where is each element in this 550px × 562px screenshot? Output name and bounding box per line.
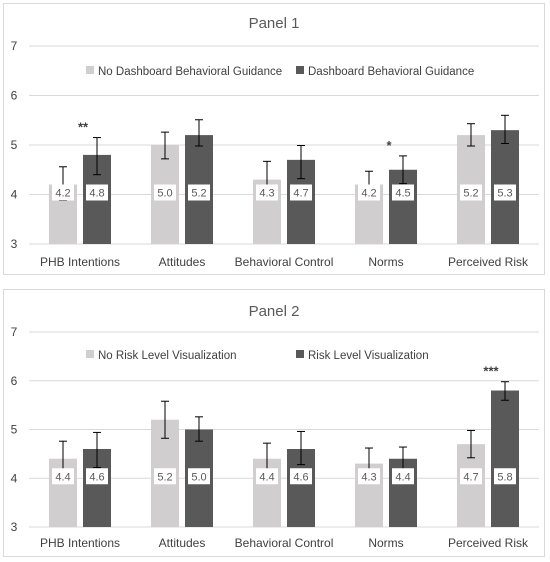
category-label: Norms (368, 536, 403, 550)
data-label: 4.3 (259, 188, 274, 200)
category-label: Attitudes (159, 536, 206, 550)
significance-marker: *** (483, 364, 499, 379)
data-label-box (256, 468, 278, 485)
data-label-box (494, 184, 516, 201)
category-label: PHB Intentions (40, 536, 120, 550)
legend-swatch (86, 66, 94, 74)
category-label: PHB Intentions (40, 255, 120, 269)
data-label-box (392, 468, 414, 485)
chart-panel-1: Panel 1 3 4 5 6 7 No Dashboard Behavioral Guid… (3, 3, 545, 275)
category-label: Perceived Risk (448, 536, 529, 550)
bar (491, 390, 519, 527)
category-label: Perceived Risk (448, 255, 529, 269)
y-tick-label: 3 (11, 237, 18, 251)
y-tick-label: 4 (11, 471, 18, 485)
data-label: 4.4 (259, 471, 274, 483)
data-label-box (256, 184, 278, 201)
data-label: 4.6 (89, 471, 104, 483)
category-label: Attitudes (159, 255, 206, 269)
data-label: 4.2 (55, 188, 70, 200)
data-label-box (52, 184, 74, 201)
data-label-box (188, 468, 210, 485)
data-label: 5.0 (157, 188, 172, 200)
data-label-box (188, 184, 210, 201)
data-label: 4.7 (463, 471, 478, 483)
data-label: 5.2 (157, 471, 172, 483)
data-label: 5.2 (463, 188, 478, 200)
data-label-box (460, 468, 482, 485)
y-tick-label: 5 (11, 138, 18, 152)
legend-swatch (86, 350, 94, 358)
chart-1: Panel 1 3 4 5 6 7 No Dashboard Behavioral Guid… (11, 15, 539, 269)
category-label: Behavioral Control (235, 255, 334, 269)
legend-label: No Dashboard Behavioral Guidance (98, 66, 282, 78)
chart-panel-2: Panel 2 3 4 5 6 7 No Risk Level Visualization R… (3, 289, 545, 557)
chart-title: Panel 1 (249, 15, 300, 32)
data-label: 4.5 (395, 188, 410, 200)
y-tick-label: 3 (11, 520, 18, 534)
data-label: 5.3 (497, 188, 512, 200)
data-label-box (358, 468, 380, 485)
significance-marker: ** (78, 120, 89, 135)
significance-marker: * (386, 138, 392, 153)
data-label: 4.3 (361, 471, 376, 483)
data-label-box (358, 184, 380, 201)
chart-2: Panel 2 3 4 5 6 7 No Risk Level Visualization R… (11, 303, 539, 550)
data-label-box (86, 468, 108, 485)
data-label-box (52, 468, 74, 485)
data-label-box (460, 184, 482, 201)
legend-label: Dashboard Behavioral Guidance (308, 66, 474, 78)
y-tick-label: 5 (11, 423, 18, 437)
data-label: 5.0 (191, 471, 206, 483)
data-label: 4.4 (395, 471, 410, 483)
data-label-box (290, 468, 312, 485)
data-label-box (290, 184, 312, 201)
chart-title: Panel 2 (249, 303, 300, 320)
data-label: 4.4 (55, 471, 70, 483)
data-label: 4.8 (89, 188, 104, 200)
legend-label: Risk Level Visualization (308, 350, 429, 362)
data-label-box (86, 184, 108, 201)
y-tick-label: 6 (11, 374, 18, 388)
data-label-box (494, 468, 516, 485)
data-label: 4.2 (361, 188, 376, 200)
data-label-box (392, 184, 414, 201)
legend-label: No Risk Level Visualization (98, 350, 237, 362)
data-label: 5.8 (497, 471, 512, 483)
y-tick-label: 7 (11, 325, 18, 339)
y-tick-label: 4 (11, 188, 18, 202)
data-label: 4.7 (293, 188, 308, 200)
y-tick-label: 7 (11, 39, 18, 53)
data-label-box (154, 184, 176, 201)
data-label: 5.2 (191, 188, 206, 200)
category-label: Norms (368, 255, 403, 269)
y-tick-label: 6 (11, 89, 18, 103)
category-label: Behavioral Control (235, 536, 334, 550)
data-label-box (154, 468, 176, 485)
data-label: 4.6 (293, 471, 308, 483)
legend-swatch (296, 350, 304, 358)
legend-swatch (296, 66, 304, 74)
